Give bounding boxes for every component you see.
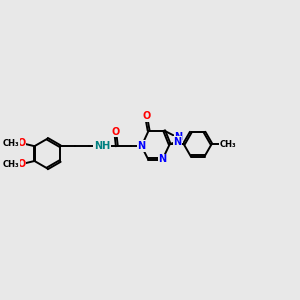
Text: CH₃: CH₃ [220,140,237,149]
Text: N: N [173,137,181,147]
Text: O: O [112,127,120,136]
Text: N: N [158,154,166,164]
Text: N: N [175,132,183,142]
Text: O: O [17,159,26,169]
Text: O: O [17,138,26,148]
Text: O: O [142,111,151,121]
Text: CH₃: CH₃ [3,139,20,148]
Text: CH₃: CH₃ [3,160,20,169]
Text: N: N [137,141,146,151]
Text: NH: NH [94,141,110,151]
